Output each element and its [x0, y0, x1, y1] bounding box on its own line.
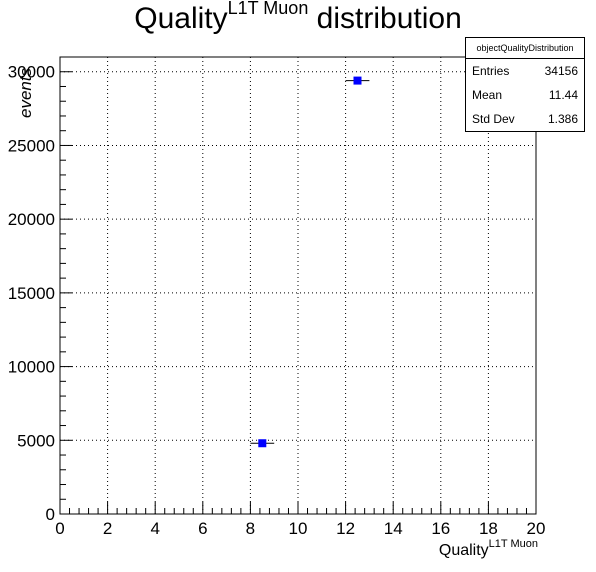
y-tick-label: 0 — [46, 505, 55, 524]
y-tick-label: 30000 — [8, 63, 55, 82]
title-superscript: L1T Muon — [227, 0, 309, 18]
x-tick-label: 12 — [336, 519, 355, 538]
title-suffix: distribution — [316, 2, 462, 35]
x-tick-label: 0 — [55, 519, 64, 538]
stats-label: Mean — [472, 88, 503, 102]
data-point-marker — [353, 76, 362, 85]
x-axis-label-main: Quality — [438, 542, 489, 559]
y-tick-label: 10000 — [8, 358, 55, 377]
x-tick-label: 20 — [527, 519, 546, 538]
x-tick-label: 18 — [479, 519, 498, 538]
x-tick-label: 2 — [103, 519, 112, 538]
stats-row-stddev: Std Dev 1.386 — [466, 107, 584, 131]
x-tick-label: 4 — [150, 519, 159, 538]
stats-label: Entries — [472, 64, 510, 78]
x-axis-label: QualityL1T Muon — [438, 538, 538, 560]
stats-row-entries: Entries 34156 — [466, 59, 584, 83]
y-tick-label: 5000 — [17, 431, 55, 450]
data-point-marker — [258, 439, 267, 448]
y-tick-label: 25000 — [8, 136, 55, 155]
stats-box: objectQualityDistribution Entries 34156 … — [465, 37, 585, 132]
x-tick-label: 8 — [246, 519, 255, 538]
chart-title: QualityL1T Muon distribution — [0, 0, 596, 36]
stats-name: objectQualityDistribution — [466, 38, 584, 59]
stats-label: Std Dev — [472, 112, 515, 126]
stats-value: 1.386 — [547, 112, 578, 126]
x-axis-label-superscript: L1T Muon — [488, 538, 538, 550]
stats-value: 11.44 — [548, 88, 578, 102]
y-axis-label: events — [16, 67, 35, 118]
title-main: Quality — [134, 2, 228, 35]
x-tick-label: 10 — [289, 519, 308, 538]
x-tick-label: 16 — [431, 519, 450, 538]
x-tick-label: 6 — [198, 519, 207, 538]
stats-value: 34156 — [544, 64, 578, 78]
y-tick-label: 15000 — [8, 284, 55, 303]
stats-row-mean: Mean 11.44 — [466, 83, 584, 107]
x-tick-label: 14 — [384, 519, 403, 538]
y-tick-label: 20000 — [8, 210, 55, 229]
